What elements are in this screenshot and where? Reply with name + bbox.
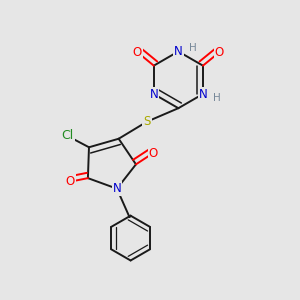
Text: S: S — [143, 115, 151, 128]
Text: N: N — [174, 45, 183, 58]
Text: O: O — [133, 46, 142, 59]
Text: H: H — [189, 43, 196, 53]
Text: O: O — [65, 175, 75, 188]
Text: N: N — [112, 182, 121, 195]
Text: N: N — [149, 88, 158, 100]
Text: Cl: Cl — [61, 129, 74, 142]
Text: H: H — [213, 94, 221, 103]
Text: N: N — [199, 88, 207, 100]
Text: O: O — [215, 46, 224, 59]
Text: O: O — [148, 146, 158, 160]
